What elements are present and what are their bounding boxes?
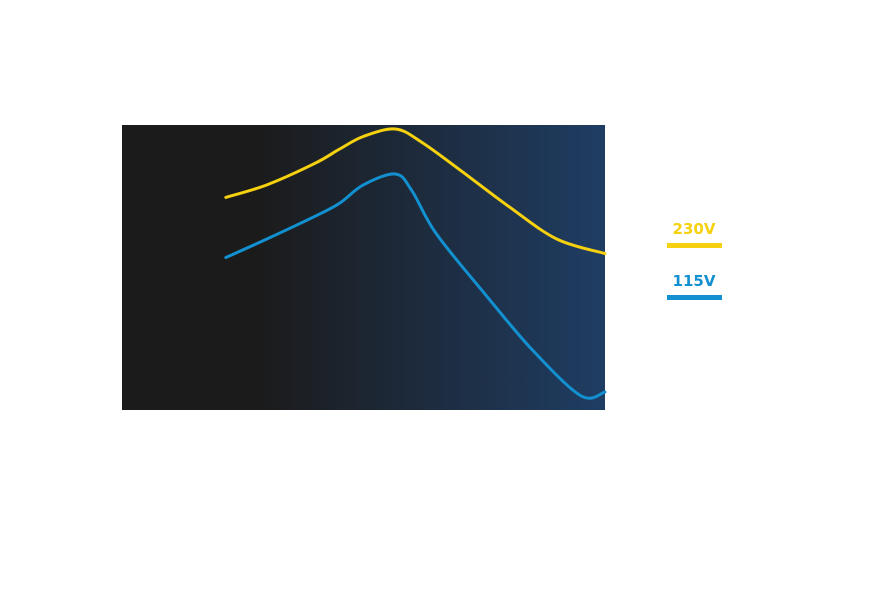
- legend-swatch: [667, 243, 722, 248]
- series-layer: [224, 127, 607, 400]
- series-line-230v: [224, 127, 607, 256]
- legend-label: 230V: [673, 220, 716, 238]
- legend-label: 115V: [673, 272, 716, 290]
- legend-swatch: [667, 295, 722, 300]
- series-line-115v: [224, 172, 607, 400]
- legend-item-230v: 230V: [667, 220, 722, 248]
- legend-item-115v: 115V: [667, 272, 722, 300]
- plot-background: [122, 125, 605, 410]
- legend: 230V 115V: [667, 220, 722, 300]
